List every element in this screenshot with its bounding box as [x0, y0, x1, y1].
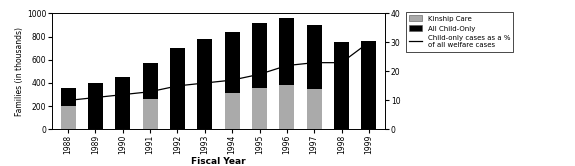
- Bar: [88, 83, 103, 129]
- Bar: [143, 99, 158, 129]
- Bar: [334, 42, 349, 129]
- Bar: [60, 88, 76, 129]
- Bar: [60, 106, 76, 129]
- Bar: [225, 32, 240, 129]
- Bar: [361, 41, 377, 129]
- Bar: [225, 93, 240, 129]
- Bar: [306, 89, 321, 129]
- Bar: [170, 48, 185, 129]
- Y-axis label: Families (in thousands): Families (in thousands): [15, 27, 24, 116]
- Bar: [252, 23, 267, 129]
- Bar: [143, 63, 158, 129]
- Bar: [306, 25, 321, 129]
- Legend: Kinship Care, All Child-Only, Child-only cases as a %
of all welfare cases: Kinship Care, All Child-Only, Child-only…: [406, 12, 513, 52]
- Bar: [252, 88, 267, 129]
- Bar: [279, 18, 294, 129]
- Bar: [197, 39, 212, 129]
- Bar: [279, 85, 294, 129]
- Bar: [116, 77, 131, 129]
- X-axis label: Fiscal Year: Fiscal Year: [191, 157, 246, 166]
